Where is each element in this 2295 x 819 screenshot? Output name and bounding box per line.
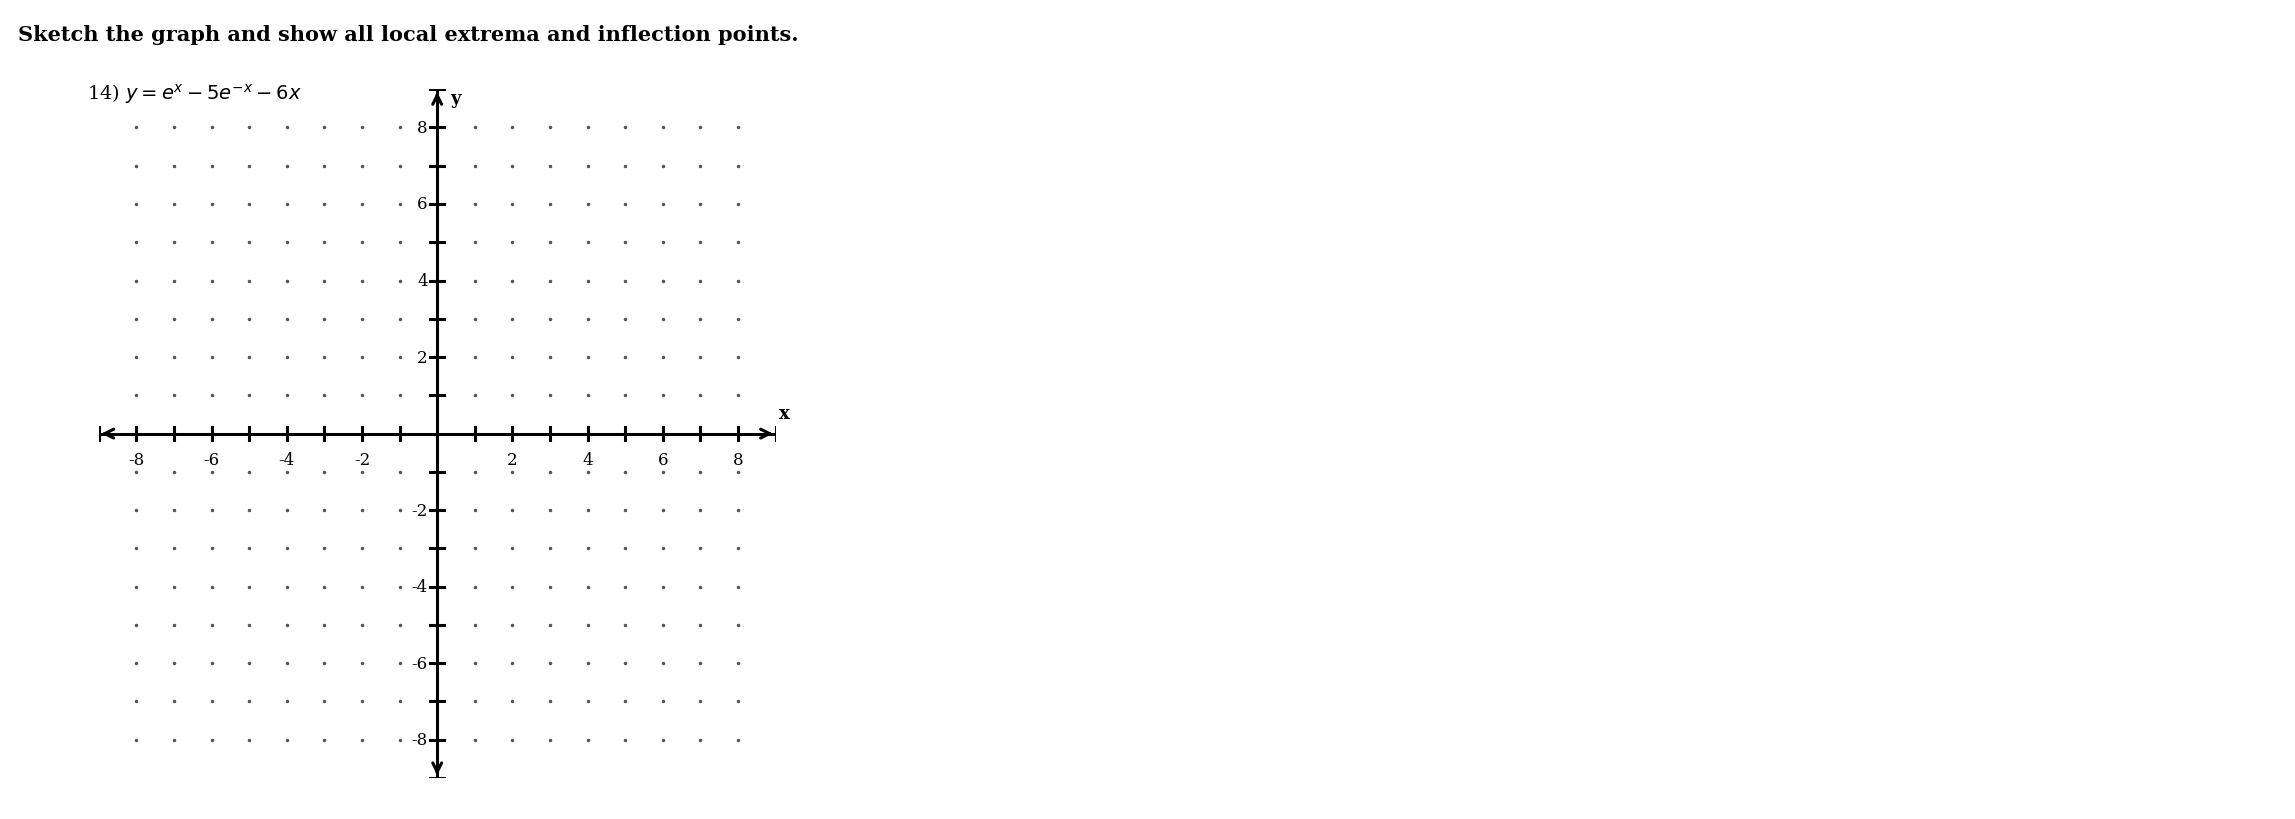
Text: 8: 8 [418, 120, 427, 137]
Text: 6: 6 [418, 197, 427, 213]
Text: y: y [450, 90, 461, 108]
Text: -4: -4 [411, 578, 427, 595]
Text: 2: 2 [418, 349, 427, 366]
Text: Sketch the graph and show all local extrema and inflection points.: Sketch the graph and show all local extr… [18, 25, 799, 44]
Text: x: x [780, 404, 789, 422]
Text: -6: -6 [204, 451, 220, 468]
Text: 14) $y = e^{x} - 5e^{-x} - 6x$: 14) $y = e^{x} - 5e^{-x} - 6x$ [87, 82, 303, 106]
Text: -4: -4 [278, 451, 294, 468]
Text: 8: 8 [732, 451, 744, 468]
Text: -8: -8 [129, 451, 145, 468]
Text: 4: 4 [583, 451, 592, 468]
Text: -2: -2 [353, 451, 369, 468]
Text: 4: 4 [418, 273, 427, 290]
Text: 2: 2 [507, 451, 519, 468]
Text: -6: -6 [411, 655, 427, 672]
Text: 6: 6 [659, 451, 668, 468]
Text: -8: -8 [411, 731, 427, 749]
Text: -2: -2 [411, 502, 427, 519]
